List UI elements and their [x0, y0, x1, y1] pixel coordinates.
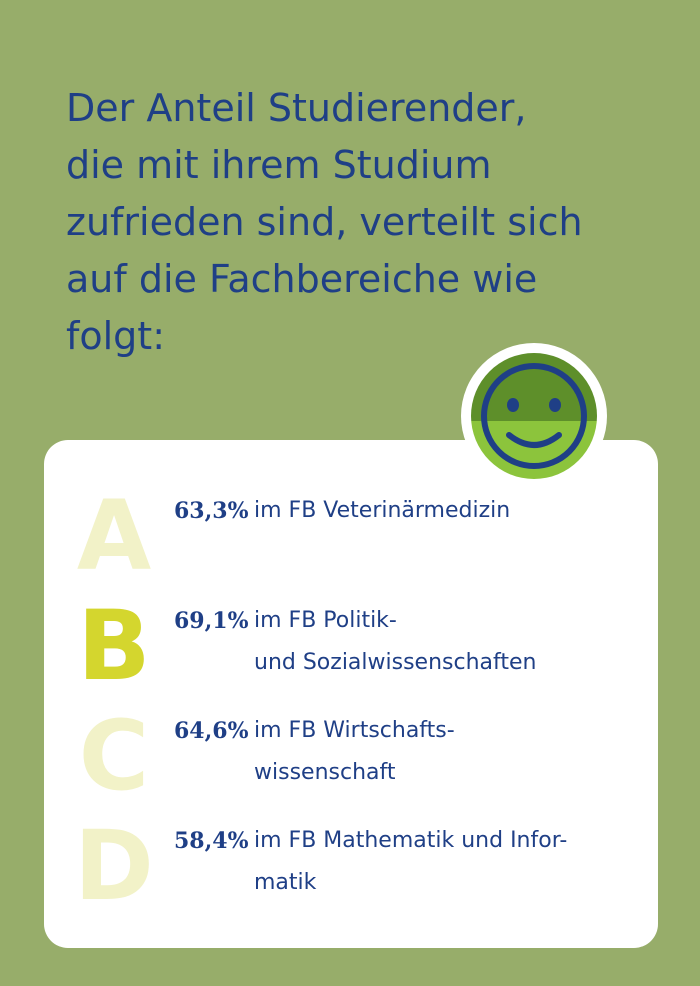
faculty-letter: B [77, 590, 151, 702]
headline-line: Der Anteil Studierender, [66, 86, 527, 130]
faculty-letter: D [74, 810, 154, 922]
faculty-row-d: D 58,4% im FB Mathematik und Infor- mati… [44, 818, 658, 918]
faculty-description: im FB Wirtschafts- wissenschaft [254, 710, 455, 794]
faculty-row-c: C 64,6% im FB Wirtschafts- wissenschaft [44, 708, 658, 808]
faculty-description: im FB Politik- und Sozialwissenschaften [254, 600, 536, 684]
faculty-percent: 64,6% [174, 718, 249, 744]
faculty-letter: C [78, 700, 150, 812]
faculty-description: im FB Mathematik und Infor- matik [254, 820, 567, 904]
faculty-description-line: matik [254, 870, 317, 895]
smiley-face-icon [461, 343, 607, 489]
faculty-description-line: im FB Politik- [254, 608, 397, 633]
faculty-row-b: B 69,1% im FB Politik- und Sozialwissens… [44, 598, 658, 698]
faculty-description-line: im FB Veterinärmedizin [254, 498, 511, 523]
headline-line: zufrieden sind, verteilt sich [66, 200, 583, 244]
results-card: A 63,3% im FB Veterinärmedizin B 69,1% i… [44, 440, 658, 948]
faculty-percent: 58,4% [174, 828, 249, 854]
faculty-description: im FB Veterinärmedizin [254, 490, 510, 532]
headline: Der Anteil Studierender, die mit ihrem S… [66, 80, 666, 365]
headline-line: folgt: [66, 314, 166, 358]
faculty-description-line: und Sozialwissenschaften [254, 650, 537, 675]
faculty-percent: 63,3% [174, 498, 249, 524]
faculty-description-line: wissenschaft [254, 760, 396, 785]
faculty-description-line: im FB Wirtschafts- [254, 718, 455, 743]
faculty-letter: A [76, 480, 152, 592]
faculty-description-line: im FB Mathematik und Infor- [254, 828, 568, 853]
headline-line: die mit ihrem Studium [66, 143, 492, 187]
faculty-percent: 69,1% [174, 608, 249, 634]
faculty-row-a: A 63,3% im FB Veterinärmedizin [44, 488, 658, 588]
headline-line: auf die Fachbereiche wie [66, 257, 538, 301]
